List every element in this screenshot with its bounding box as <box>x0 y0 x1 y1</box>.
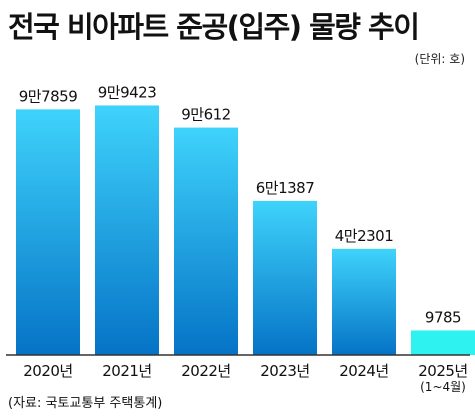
source-note: (자료: 국토교통부 주택통계) <box>8 396 163 411</box>
unit-label: (단위: 호) <box>414 52 465 66</box>
bar-2022년 <box>174 127 238 356</box>
bars-group <box>16 105 475 356</box>
value-label: 9만7859 <box>19 87 78 105</box>
category-label: 2021년 <box>102 362 151 380</box>
chart-title: 전국 비아파트 준공(입주) 물량 추이 <box>8 10 420 44</box>
bar-2024년 <box>332 248 396 355</box>
value-label: 9만612 <box>181 106 230 124</box>
bar-2023년 <box>253 200 317 355</box>
bar-2021년 <box>95 105 159 355</box>
labels-group: 9만7859 2020년 9만9423 2021년 9만612 2022년 6만1387 20… <box>19 83 469 394</box>
value-label: 4만2301 <box>335 227 394 245</box>
category-label: 2022년 <box>181 362 230 380</box>
value-label: 9785 <box>425 308 461 326</box>
bar-2025년 <box>411 330 475 355</box>
category-label: 2020년 <box>23 362 72 380</box>
category-label: 2024년 <box>339 362 388 380</box>
category-label: 2025년 <box>418 362 467 380</box>
value-label: 9만9423 <box>98 83 157 101</box>
value-label: 6만1387 <box>256 179 315 197</box>
category-label: 2023년 <box>260 362 309 380</box>
category-note: (1~4월) <box>420 380 466 394</box>
bar-2020년 <box>16 109 80 356</box>
